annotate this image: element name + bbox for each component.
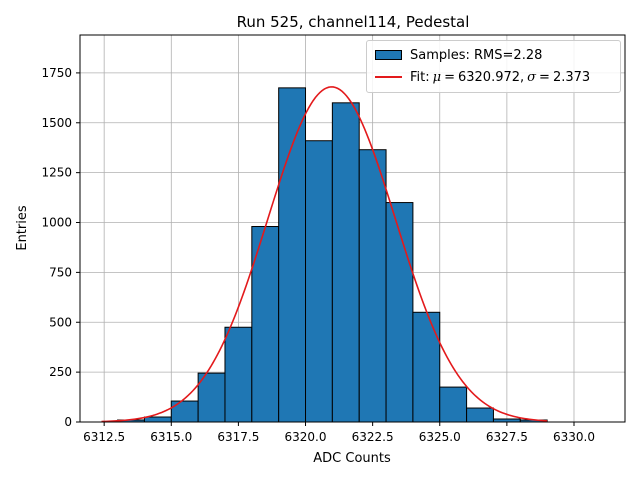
legend-swatch-fit	[375, 76, 402, 78]
y-tick-label: 1250	[41, 166, 72, 180]
histogram-bar	[466, 407, 494, 423]
chart-title: Run 525, channel114, Pedestal	[237, 13, 470, 31]
histogram-bar	[385, 202, 414, 423]
x-tick-label: 6327.5	[486, 430, 528, 444]
histogram-bar	[305, 140, 333, 423]
y-tick-label: 500	[49, 315, 72, 329]
fit-mu-symbol: μ	[432, 69, 442, 85]
legend-entry-fit: Fit: μ = 6320.972, σ = 2.373	[375, 68, 590, 86]
y-axis-label: Entries	[15, 205, 30, 251]
fit-mu-equals: =	[444, 69, 455, 85]
y-axis-ticks: 0 250 500 750 1000 1250 1500 1750	[41, 66, 80, 429]
fit-sigma-value: 2.373	[552, 69, 591, 85]
x-axis-label: ADC Counts	[313, 451, 391, 466]
y-tick-label: 1750	[41, 66, 72, 80]
fit-sigma-equals: =	[539, 69, 550, 85]
x-tick-label: 6322.5	[352, 430, 394, 444]
plot-frame	[79, 34, 626, 423]
fit-mu-value: 6320.972,	[457, 69, 525, 85]
x-tick-label: 6325.0	[419, 430, 461, 444]
legend-swatch-samples	[375, 50, 402, 60]
x-tick-label: 6317.5	[217, 430, 259, 444]
y-tick-label: 1500	[41, 116, 72, 130]
legend-entry-samples: Samples: RMS=2.28	[375, 46, 542, 64]
x-tick-label: 6312.5	[83, 430, 125, 444]
gaussian-fit-curve	[101, 86, 548, 423]
legend-label-samples: Samples: RMS=2.28	[410, 47, 543, 63]
y-tick-label: 250	[49, 365, 72, 379]
histogram-bar	[170, 400, 199, 423]
x-axis-ticks: 6312.5 6315.0 6317.5 6320.0 6322.5 6325.0 6327…	[83, 422, 595, 444]
legend: Samples: RMS=2.28 Fit: μ = 6320.972, σ =…	[366, 40, 621, 93]
histogram-bar	[331, 102, 360, 423]
x-tick-label: 6315.0	[150, 430, 192, 444]
fit-prefix: Fit:	[410, 69, 430, 85]
histogram-bar	[224, 326, 253, 423]
histogram-bar	[197, 372, 226, 423]
x-tick-label: 6320.0	[285, 430, 327, 444]
histogram-bar	[358, 149, 387, 423]
histogram-bars	[117, 87, 548, 423]
y-tick-label: 750	[49, 265, 72, 279]
histogram-bar	[412, 311, 441, 423]
histogram-bar	[439, 386, 468, 423]
y-tick-label: 1000	[41, 216, 72, 230]
y-tick-label: 0	[64, 415, 72, 429]
x-tick-label: 6330.0	[553, 430, 595, 444]
fit-sigma-symbol: σ	[527, 69, 537, 85]
histogram-bar	[278, 87, 307, 423]
histogram-bar	[143, 416, 172, 423]
legend-label-fit: Fit: μ = 6320.972, σ = 2.373	[410, 70, 590, 85]
